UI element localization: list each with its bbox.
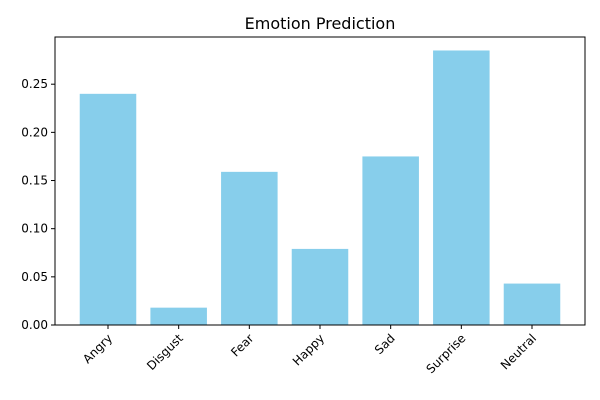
plot-frame	[54, 36, 586, 326]
x-tick-label: Sad	[372, 331, 398, 357]
chart-title: Emotion Prediction	[245, 14, 396, 33]
x-tick-label: Disgust	[144, 331, 186, 373]
x-tick-label: Surprise	[423, 331, 468, 376]
y-tick-label: 0.20	[21, 125, 48, 139]
y-tick-label: 0.10	[21, 222, 48, 236]
x-tick-label: Fear	[228, 331, 256, 359]
bar-neutral	[503, 283, 561, 325]
bar-surprise	[433, 50, 490, 325]
y-axis: 0.00 0.05 0.10 0.15 0.20 0.25	[21, 77, 55, 332]
bar-sad	[362, 156, 419, 325]
bar-angry	[79, 93, 137, 325]
y-tick-label: 0.00	[21, 318, 48, 332]
x-axis: Angry Disgust Fear Happy Sad Surprise Neutral	[80, 325, 539, 376]
bar-fear	[221, 171, 278, 325]
x-tick-label: Neutral	[498, 331, 539, 372]
x-tick-label: Happy	[290, 331, 327, 368]
y-tick-label: 0.05	[21, 270, 48, 284]
y-tick-label: 0.15	[21, 174, 48, 188]
x-tick-label: Angry	[80, 331, 115, 366]
bars-group	[79, 50, 561, 325]
y-tick-label: 0.25	[21, 77, 48, 91]
bar-happy	[291, 248, 349, 325]
bar-disgust	[150, 307, 207, 325]
